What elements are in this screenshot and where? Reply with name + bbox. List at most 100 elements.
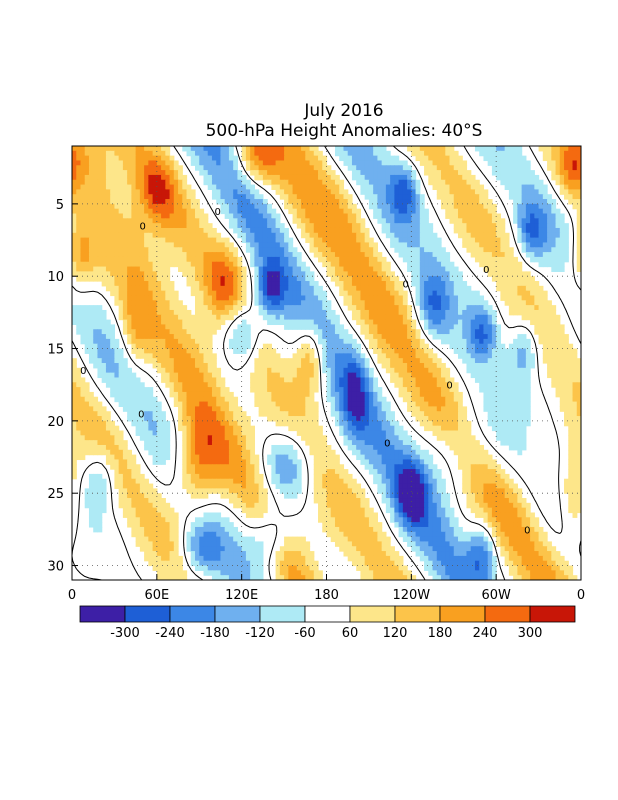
heatmap-cell bbox=[72, 213, 77, 219]
heatmap-cell bbox=[525, 377, 531, 383]
heatmap-cell bbox=[351, 266, 357, 272]
heatmap-cell bbox=[275, 223, 281, 229]
heatmap-cell bbox=[436, 146, 442, 152]
heatmap-cell bbox=[572, 348, 578, 354]
heatmap-cell bbox=[364, 329, 370, 335]
heatmap-cell bbox=[377, 256, 383, 263]
heatmap-cell bbox=[190, 266, 196, 272]
heatmap-cell bbox=[432, 179, 438, 186]
heatmap-cell bbox=[178, 213, 183, 219]
heatmap-cell bbox=[288, 184, 294, 190]
heatmap-cell bbox=[381, 165, 387, 171]
heatmap-cell bbox=[521, 194, 527, 200]
heatmap-cell bbox=[233, 401, 239, 407]
heatmap-cell bbox=[262, 300, 268, 306]
heatmap-cell bbox=[508, 387, 514, 393]
heatmap-cell bbox=[224, 160, 230, 166]
heatmap-cell bbox=[279, 223, 285, 229]
heatmap-cell bbox=[360, 391, 366, 398]
heatmap-cell bbox=[517, 372, 523, 379]
heatmap-cell bbox=[390, 300, 395, 306]
heatmap-cell bbox=[207, 329, 213, 335]
heatmap-cell bbox=[411, 334, 417, 340]
heatmap-cell bbox=[271, 391, 277, 398]
heatmap-cell bbox=[385, 199, 391, 205]
heatmap-cell bbox=[411, 223, 417, 229]
heatmap-cell bbox=[161, 271, 166, 277]
heatmap-cell bbox=[165, 165, 171, 171]
heatmap-cell bbox=[190, 401, 196, 407]
heatmap-cell bbox=[334, 179, 340, 186]
heatmap-cell bbox=[190, 232, 196, 239]
heatmap-cell bbox=[334, 324, 340, 330]
heatmap-cell bbox=[305, 295, 311, 301]
heatmap-cell bbox=[84, 348, 90, 354]
heatmap-cell bbox=[224, 213, 230, 219]
heatmap-cell bbox=[190, 290, 196, 297]
heatmap-cell bbox=[258, 295, 264, 301]
heatmap-cell bbox=[190, 247, 196, 253]
heatmap-cell bbox=[127, 319, 132, 326]
heatmap-cell bbox=[220, 199, 226, 205]
heatmap-cell bbox=[216, 367, 222, 374]
heatmap-cell bbox=[101, 266, 107, 272]
heatmap-cell bbox=[305, 363, 311, 369]
heatmap-cell bbox=[436, 256, 442, 263]
heatmap-cell bbox=[568, 391, 574, 398]
heatmap-cell bbox=[521, 372, 527, 379]
heatmap-cell bbox=[101, 314, 107, 321]
heatmap-cell bbox=[424, 256, 429, 263]
heatmap-cell bbox=[487, 358, 493, 364]
heatmap-cell bbox=[182, 179, 188, 186]
heatmap-cell bbox=[84, 179, 90, 186]
heatmap-cell bbox=[148, 329, 154, 335]
heatmap-cell bbox=[483, 242, 489, 248]
heatmap-cell bbox=[424, 353, 429, 359]
heatmap-cell bbox=[131, 348, 137, 354]
heatmap-cell bbox=[216, 252, 222, 258]
heatmap-cell bbox=[343, 271, 349, 277]
heatmap-cell bbox=[254, 281, 260, 287]
heatmap-cell bbox=[385, 358, 391, 364]
heatmap-cell bbox=[97, 348, 103, 354]
heatmap-cell bbox=[118, 372, 124, 379]
heatmap-cell bbox=[254, 295, 260, 301]
heatmap-cell bbox=[195, 309, 200, 316]
heatmap-cell bbox=[250, 199, 255, 205]
heatmap-cell bbox=[76, 174, 82, 181]
heatmap-cell bbox=[195, 391, 200, 398]
heatmap-cell bbox=[385, 334, 391, 340]
heatmap-cell bbox=[241, 300, 247, 306]
heatmap-cell bbox=[462, 237, 468, 244]
heatmap-cell bbox=[156, 266, 162, 272]
heatmap-cell bbox=[250, 227, 255, 234]
heatmap-cell bbox=[360, 319, 366, 326]
heatmap-cell bbox=[127, 232, 132, 239]
heatmap-cell bbox=[284, 189, 289, 195]
heatmap-cell bbox=[402, 358, 408, 364]
heatmap-cell bbox=[313, 329, 319, 335]
heatmap-cell bbox=[258, 382, 264, 388]
heatmap-cell bbox=[568, 396, 574, 403]
heatmap-cell bbox=[207, 155, 213, 162]
heatmap-cell bbox=[173, 338, 179, 345]
heatmap-cell bbox=[479, 261, 485, 268]
heatmap-cell bbox=[122, 165, 128, 171]
heatmap-cell bbox=[322, 300, 328, 306]
heatmap-cell bbox=[508, 353, 514, 359]
heatmap-cell bbox=[415, 247, 421, 253]
heatmap-cell bbox=[267, 170, 272, 176]
heatmap-cell bbox=[364, 319, 370, 326]
heatmap-cell bbox=[487, 319, 493, 326]
heatmap-cell bbox=[432, 377, 438, 383]
heatmap-cell bbox=[390, 363, 395, 369]
heatmap-cell bbox=[220, 314, 226, 321]
heatmap-cell bbox=[347, 199, 353, 205]
heatmap-cell bbox=[576, 237, 581, 244]
heatmap-cell bbox=[207, 319, 213, 326]
heatmap-cell bbox=[267, 305, 272, 311]
heatmap-cell bbox=[449, 396, 455, 403]
heatmap-cell bbox=[118, 367, 124, 374]
heatmap-cell bbox=[203, 160, 209, 166]
heatmap-cell bbox=[207, 300, 213, 306]
